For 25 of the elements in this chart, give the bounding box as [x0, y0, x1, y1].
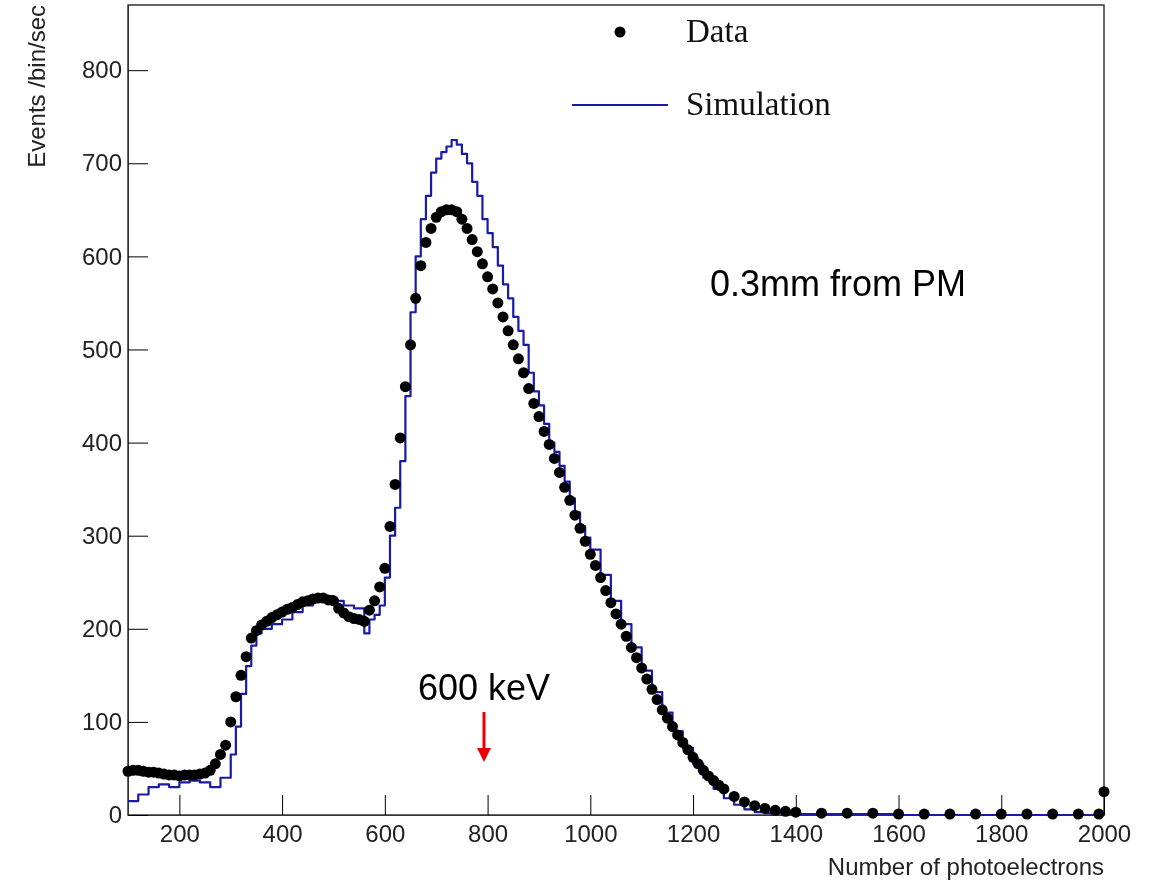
x-tick-label: 600 — [365, 820, 406, 848]
x-tick-label: 1600 — [872, 820, 926, 848]
y-tick-label: 200 — [81, 614, 122, 642]
x-tick-label: 1400 — [769, 820, 823, 848]
x-tick-label: 800 — [468, 820, 509, 848]
x-tick-label: 1200 — [666, 820, 721, 848]
annotation: 600 keV — [417, 667, 551, 708]
x-tick-label: 400 — [262, 820, 303, 848]
x-tick-label: 200 — [159, 820, 200, 848]
x-tick-label: 1800 — [975, 820, 1029, 848]
y-axis-title: Events /bin/sec — [23, 5, 50, 168]
y-tick-label: 400 — [81, 428, 122, 456]
y-tick-label: 300 — [81, 521, 122, 549]
legend-label: Data — [686, 13, 749, 49]
y-tick-label: 800 — [81, 56, 122, 84]
annotation: 0.3mm from PM — [710, 263, 967, 304]
y-tick-label: 500 — [81, 335, 122, 363]
x-axis-title: Number of photoelectrons — [827, 853, 1104, 880]
x-tick-label: 2000 — [1077, 820, 1132, 848]
y-tick-label: 100 — [81, 708, 122, 736]
y-tick-label: 700 — [81, 149, 122, 177]
y-tick-label: 600 — [81, 242, 122, 270]
y-tick-label: 0 — [108, 801, 122, 829]
legend-label: Simulation — [686, 86, 831, 122]
x-tick-label: 1000 — [564, 820, 618, 848]
